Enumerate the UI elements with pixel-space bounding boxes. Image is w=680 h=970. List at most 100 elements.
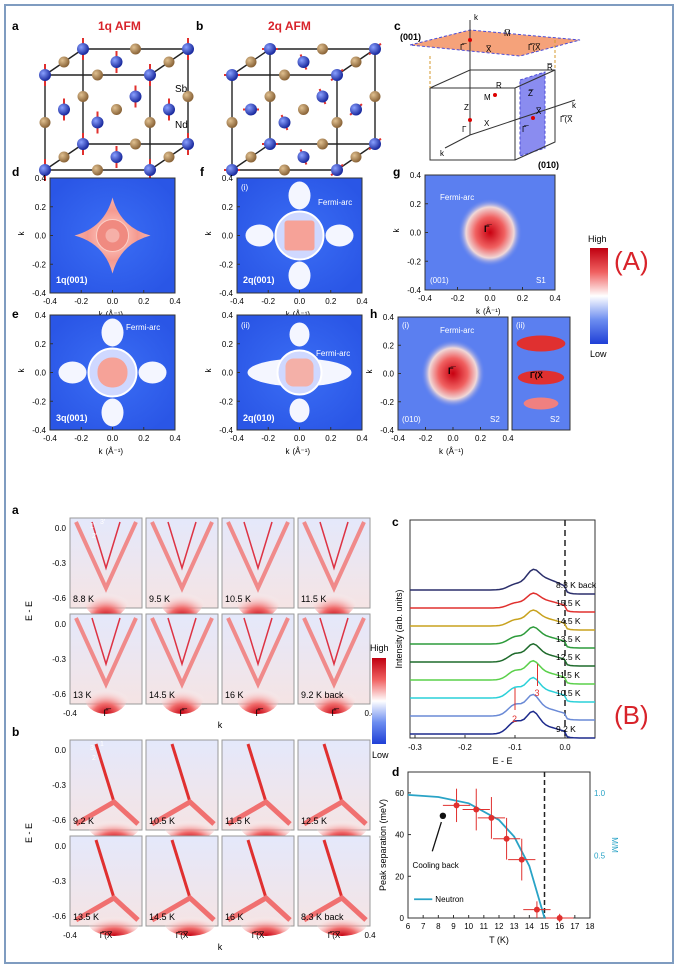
y-axis-label: k [365, 369, 374, 374]
crystal-2q-afm [224, 42, 382, 177]
dirac-cone [316, 812, 368, 840]
x-axis-label: E - E [492, 756, 512, 766]
data-point [503, 835, 510, 842]
y-tick-label: -0.2 [380, 398, 394, 407]
dirac-cone [316, 908, 368, 936]
nd-atom [91, 116, 104, 129]
y-tick-label: -0.2 [32, 260, 46, 269]
y-axis-label: E - E [24, 823, 34, 843]
y-axis-label: k [204, 368, 213, 373]
y-tick-label: -0.2 [32, 397, 46, 406]
band-dispersion [319, 521, 349, 571]
x-tick-label: -0.4 [43, 434, 57, 443]
label-z: Z [464, 103, 469, 112]
data-point [518, 856, 525, 863]
sb-atom [39, 117, 51, 128]
x-tick-label: 8 [436, 922, 441, 931]
edc-curve [410, 659, 595, 685]
band-dispersion [243, 521, 273, 571]
dirac-cone [236, 582, 280, 618]
nd-atom [350, 103, 362, 116]
x-tick-label: 12 [495, 922, 504, 931]
y-tick-label: 0.2 [222, 203, 234, 212]
nd-atom [369, 138, 381, 150]
panel-c-letter: c [394, 19, 401, 33]
x-tick-label: -0.4 [63, 709, 77, 718]
label-010: (010) [538, 160, 559, 170]
peak-label: 2 [512, 714, 517, 724]
arpes-intensity [517, 370, 565, 385]
gamma-xpm-tick: Γ̅(X̅ [328, 931, 341, 940]
nd-atom [110, 151, 123, 163]
nd-atom [369, 43, 381, 55]
x-tick-label: -0.2 [74, 297, 88, 306]
dirac-cone [236, 678, 280, 714]
label-gamma: Γ [462, 125, 467, 134]
map-label: 2q(010) [243, 413, 275, 423]
map-panel-g: 0.40.20.0-0.2-0.4k-0.4 -0.2 0.0 0.2 0.4k (Å⁻¹… [392, 165, 561, 316]
label-nd: Nd [175, 120, 188, 131]
label-x-bar: X̅ [486, 45, 492, 54]
y-tick-label: 0.4 [410, 171, 422, 180]
map-sub: (i) [241, 183, 248, 192]
electron-pocket [325, 224, 354, 247]
dirac-cone [164, 908, 216, 936]
x-tick-label: -0.4 [391, 434, 405, 443]
y-tick-label: -0.3 [52, 877, 66, 886]
x-tick-label: 18 [586, 922, 595, 931]
dirac-cone [312, 678, 356, 714]
temperature-label: 13 K [73, 690, 92, 700]
y-axis-label: E - E [24, 601, 34, 621]
colorbar-a-gradient [590, 248, 608, 344]
nd-atom [129, 90, 142, 103]
x-tick-label: 6 [406, 922, 411, 931]
temperature-label: 14.5 K [149, 912, 175, 922]
band-label: 3 [90, 745, 94, 752]
panel-e-letter: e [12, 307, 19, 321]
arpes-intensity [516, 335, 566, 352]
kx-axis [444, 134, 471, 149]
sb-atom [130, 43, 141, 55]
dirac-cone [312, 582, 356, 618]
y-tick-label: 0.0 [55, 842, 67, 851]
y-tick-label: -0.4 [32, 426, 46, 435]
temperature-label: 14.5 K [149, 690, 175, 700]
y-tick-label: 0.0 [55, 746, 67, 755]
sb-atom [350, 56, 362, 68]
sample-label: S2 [550, 415, 560, 424]
x-tick-label: 7 [421, 922, 426, 931]
x-tick-label: 0.2 [475, 434, 487, 443]
gamma-xpm-tick: Γ̅(X̅ [100, 931, 113, 940]
sample-label: S1 [536, 276, 546, 285]
map-label: 3q(001) [56, 413, 88, 423]
y-tick-label: -0.3 [52, 655, 66, 664]
panel-d-letter: d [392, 765, 399, 779]
map-label: (001) [430, 276, 449, 285]
temperature-label: 13.5 K [73, 912, 99, 922]
y-tick-label: 20 [395, 872, 404, 881]
map-panel-f-ii: 0.40.20.0-0.2-0.4k-0.4 -0.2 0.0 0.2 0.4k (Å⁻¹… [204, 311, 368, 456]
dirac-cone [240, 812, 292, 840]
x-tick-label: -0.4 [43, 297, 57, 306]
y-tick-label: 0.0 [222, 369, 234, 378]
sample-label: S2 [490, 415, 500, 424]
fermi-arc-label: Fermi-arc [440, 326, 474, 335]
x-tick-label: 0.0 [447, 434, 459, 443]
y-tick-label: 0.4 [222, 174, 234, 183]
edc-curve [410, 609, 595, 631]
nd-atom [264, 43, 276, 55]
band-dispersion [243, 617, 273, 667]
x-tick-label: 0.4 [356, 434, 368, 443]
sb-atom [317, 138, 328, 150]
y-tick-label: 0.4 [35, 311, 47, 320]
y-tick-label: 0.0 [35, 232, 47, 241]
edc-frame [409, 519, 596, 739]
arpes-grid-a: a 8.8 K 9.5 K 10.5 K 11.5 K 0.0 -0.3 -0.6 13 K 14… [12, 503, 376, 730]
panel-c-letter: c [392, 515, 399, 529]
point-m [493, 93, 497, 97]
colorbar-a: High Low [588, 234, 608, 359]
label-m: M [484, 93, 491, 102]
band-dispersion [167, 617, 197, 667]
y-axis-label: k [17, 231, 26, 236]
edc-curve [410, 568, 595, 595]
